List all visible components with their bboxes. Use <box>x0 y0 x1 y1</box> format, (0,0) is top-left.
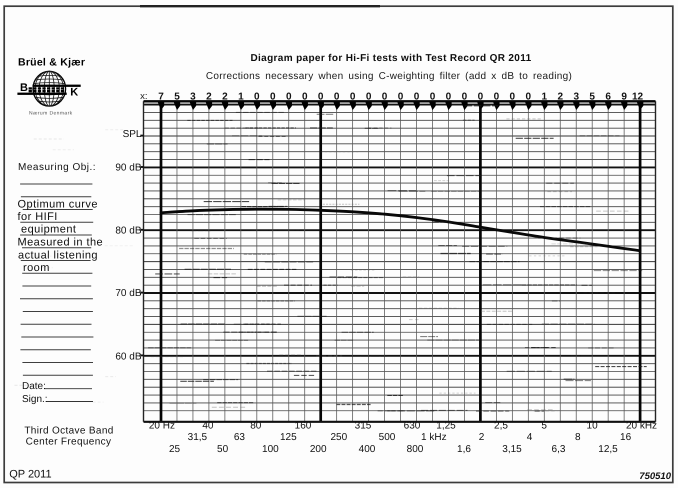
svg-text:125: 125 <box>280 432 297 443</box>
svg-text:20 kHz: 20 kHz <box>626 421 657 432</box>
svg-text:630: 630 <box>404 421 421 432</box>
svg-text:0: 0 <box>510 92 516 103</box>
svg-text:1,25: 1,25 <box>436 421 456 432</box>
svg-text:Brüel & Kjær: Brüel & Kjær <box>18 57 85 69</box>
svg-text:5: 5 <box>541 421 547 432</box>
svg-text:100: 100 <box>262 444 279 455</box>
svg-text:80: 80 <box>250 421 262 432</box>
svg-text:1 kHz: 1 kHz <box>421 432 447 443</box>
svg-text:Measuring Obj.:: Measuring Obj.: <box>18 162 96 173</box>
svg-text:12,5: 12,5 <box>598 444 618 455</box>
svg-text:400: 400 <box>359 444 376 455</box>
svg-text:800: 800 <box>407 444 424 455</box>
svg-text:0: 0 <box>430 92 436 103</box>
svg-text:5: 5 <box>589 92 595 103</box>
svg-text:31,5: 31,5 <box>188 432 208 443</box>
svg-text:0: 0 <box>414 92 420 103</box>
svg-text:3: 3 <box>573 92 579 103</box>
svg-text:0: 0 <box>302 92 308 103</box>
svg-text:250: 250 <box>330 432 347 443</box>
svg-text:0: 0 <box>462 92 468 103</box>
svg-text:room: room <box>23 262 50 274</box>
svg-text:0: 0 <box>366 92 372 103</box>
svg-text:4: 4 <box>527 432 533 443</box>
svg-text:80 dB: 80 dB <box>115 225 141 236</box>
svg-text:1: 1 <box>541 92 547 103</box>
svg-text:0: 0 <box>398 92 404 103</box>
svg-text:2: 2 <box>206 92 212 103</box>
svg-text:SPL: SPL <box>123 129 142 140</box>
svg-text:500: 500 <box>379 432 396 443</box>
svg-text:2: 2 <box>557 92 563 103</box>
svg-text:Diagram paper for Hi-Fi tests: Diagram paper for Hi-Fi tests with Test … <box>250 53 531 64</box>
svg-text:16: 16 <box>620 432 632 443</box>
svg-text:0: 0 <box>526 92 532 103</box>
svg-text:equipment: equipment <box>21 224 76 236</box>
svg-text:70 dB: 70 dB <box>115 288 141 299</box>
svg-text:750510: 750510 <box>639 471 671 482</box>
svg-text:12: 12 <box>632 92 644 103</box>
svg-text:Third Octave Band: Third Octave Band <box>24 426 113 437</box>
svg-text:160: 160 <box>295 421 312 432</box>
svg-text:8: 8 <box>575 432 581 443</box>
svg-text:6: 6 <box>605 92 611 103</box>
svg-text:5: 5 <box>174 92 180 103</box>
svg-text:0: 0 <box>318 92 324 103</box>
svg-text:60 dB: 60 dB <box>115 352 141 363</box>
svg-text:0: 0 <box>446 92 452 103</box>
svg-text:50: 50 <box>217 444 229 455</box>
svg-text:0: 0 <box>254 92 260 103</box>
svg-text:2: 2 <box>222 92 228 103</box>
svg-text:Corrections necessary when usi: Corrections necessary when using C-weigh… <box>206 71 572 82</box>
svg-text:25: 25 <box>169 444 181 455</box>
svg-text:actual listening: actual listening <box>18 250 98 262</box>
svg-text:1,6: 1,6 <box>457 444 471 455</box>
svg-text:2,5: 2,5 <box>494 421 508 432</box>
svg-text:Nærum Denmark: Nærum Denmark <box>29 111 73 117</box>
svg-text:7: 7 <box>158 92 164 103</box>
svg-text:Sign.:: Sign.: <box>22 394 48 405</box>
svg-text:10: 10 <box>587 421 599 432</box>
svg-text:2: 2 <box>479 432 485 443</box>
svg-text:90 dB: 90 dB <box>115 163 141 174</box>
svg-text:K: K <box>70 87 78 99</box>
svg-text:0: 0 <box>382 92 388 103</box>
svg-text:Date:: Date: <box>22 381 46 392</box>
svg-text:0: 0 <box>494 92 500 103</box>
svg-text:200: 200 <box>310 444 327 455</box>
svg-text:QP 2011: QP 2011 <box>9 469 51 481</box>
svg-text:3,15: 3,15 <box>502 444 522 455</box>
svg-text:0: 0 <box>270 92 276 103</box>
svg-text:6,3: 6,3 <box>552 444 566 455</box>
svg-text:9: 9 <box>621 92 627 103</box>
svg-text:Center Frequency: Center Frequency <box>26 437 112 448</box>
svg-text:B: B <box>20 82 28 94</box>
svg-text:20 Hz: 20 Hz <box>149 421 175 432</box>
svg-text:0: 0 <box>286 92 292 103</box>
svg-text:315: 315 <box>355 421 372 432</box>
svg-text:1: 1 <box>238 92 244 103</box>
svg-text:for HIFI: for HIFI <box>18 211 58 223</box>
svg-text:0: 0 <box>334 92 340 103</box>
svg-text:Optimum curve: Optimum curve <box>18 199 98 211</box>
svg-text:Measured in the: Measured in the <box>18 237 104 249</box>
svg-text:3: 3 <box>190 92 196 103</box>
svg-text:0: 0 <box>478 92 484 103</box>
svg-text:63: 63 <box>234 432 246 443</box>
svg-text:40: 40 <box>202 421 214 432</box>
svg-text:0: 0 <box>350 92 356 103</box>
svg-text:x:: x: <box>140 91 147 102</box>
